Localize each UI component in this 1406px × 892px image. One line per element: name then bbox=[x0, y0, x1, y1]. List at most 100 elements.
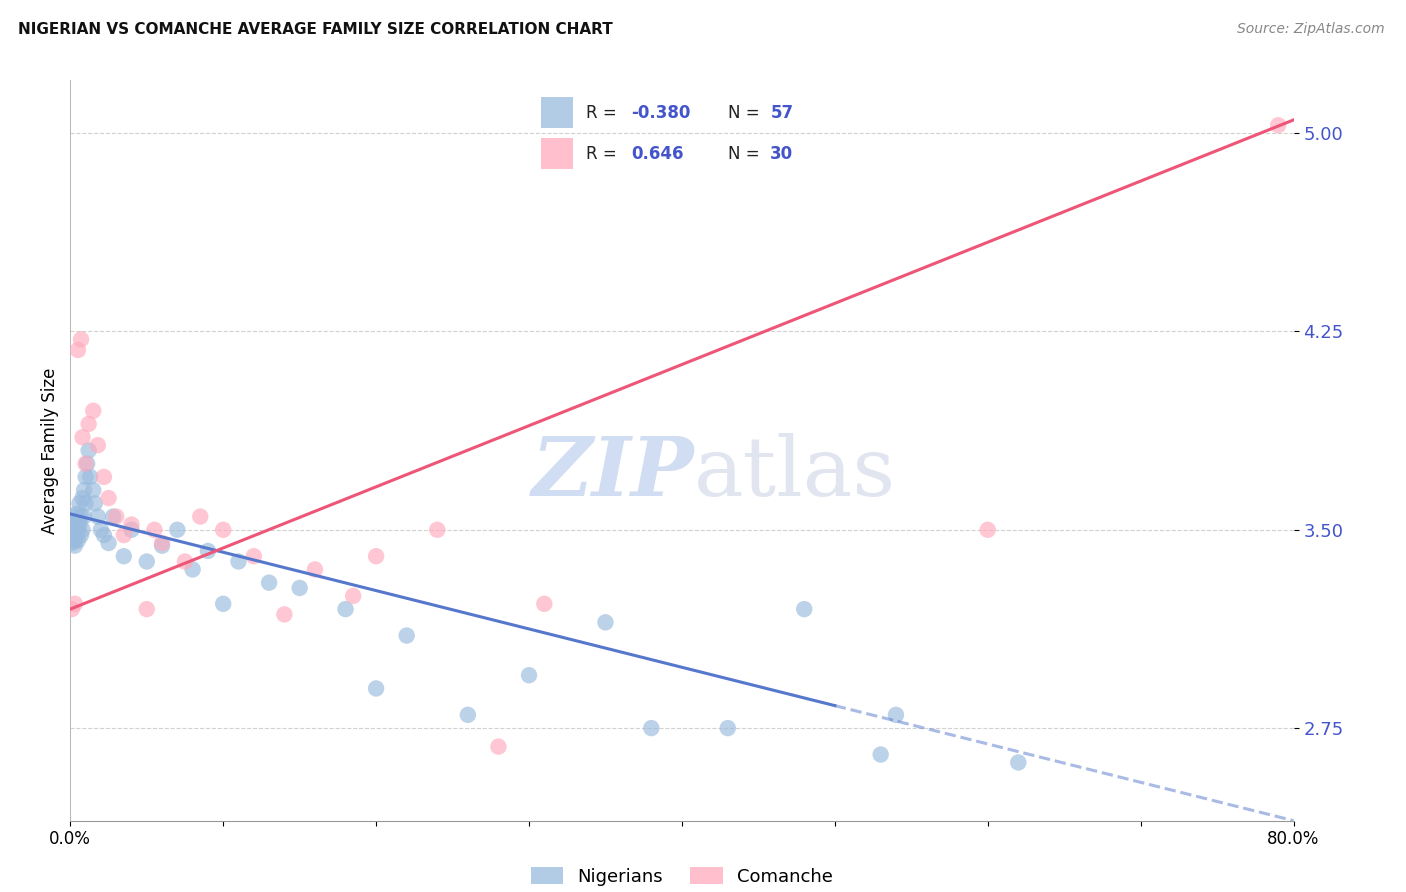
Point bbox=[65, 507, 87, 521]
Point bbox=[70, 333, 93, 347]
Point bbox=[70, 509, 93, 524]
Point bbox=[87, 509, 110, 524]
Point bbox=[73, 483, 96, 497]
Point bbox=[135, 554, 157, 569]
Point bbox=[60, 536, 83, 550]
Point bbox=[869, 747, 891, 762]
FancyBboxPatch shape bbox=[541, 138, 574, 169]
Point bbox=[181, 562, 204, 576]
Y-axis label: Average Family Size: Average Family Size bbox=[41, 368, 59, 533]
Point bbox=[150, 539, 173, 553]
Point bbox=[65, 517, 87, 532]
Text: ZIP: ZIP bbox=[531, 433, 695, 513]
Point bbox=[595, 615, 617, 630]
Point bbox=[63, 539, 86, 553]
Point bbox=[197, 544, 219, 558]
Point bbox=[72, 523, 94, 537]
Point bbox=[112, 549, 135, 564]
Text: R =: R = bbox=[586, 145, 627, 163]
Text: Source: ZipAtlas.com: Source: ZipAtlas.com bbox=[1237, 22, 1385, 37]
Point bbox=[304, 562, 326, 576]
Point bbox=[75, 470, 97, 484]
Text: 57: 57 bbox=[770, 103, 793, 122]
Point bbox=[82, 404, 104, 418]
Point bbox=[87, 438, 110, 452]
Point bbox=[62, 517, 84, 532]
FancyBboxPatch shape bbox=[541, 97, 574, 128]
Point bbox=[212, 597, 235, 611]
Point bbox=[93, 470, 115, 484]
Point bbox=[150, 536, 173, 550]
Point bbox=[121, 523, 143, 537]
Point bbox=[65, 528, 87, 542]
Point bbox=[395, 628, 418, 642]
Text: -0.380: -0.380 bbox=[631, 103, 690, 122]
Point bbox=[121, 517, 143, 532]
Point bbox=[63, 523, 86, 537]
Text: NIGERIAN VS COMANCHE AVERAGE FAMILY SIZE CORRELATION CHART: NIGERIAN VS COMANCHE AVERAGE FAMILY SIZE… bbox=[18, 22, 613, 37]
Point bbox=[105, 509, 128, 524]
Point bbox=[884, 707, 907, 722]
Point bbox=[73, 509, 96, 524]
Point bbox=[66, 512, 89, 526]
Legend: Nigerians, Comanche: Nigerians, Comanche bbox=[523, 860, 841, 892]
Point bbox=[70, 528, 93, 542]
Point bbox=[335, 602, 357, 616]
Point bbox=[60, 523, 83, 537]
Point bbox=[1007, 756, 1029, 770]
Text: 30: 30 bbox=[770, 145, 793, 163]
Point bbox=[366, 549, 388, 564]
Point bbox=[97, 491, 120, 505]
Point bbox=[457, 707, 479, 722]
Point bbox=[62, 509, 84, 524]
Point bbox=[63, 597, 86, 611]
Text: atlas: atlas bbox=[695, 433, 896, 513]
Text: 0.646: 0.646 bbox=[631, 145, 683, 163]
Point bbox=[143, 523, 166, 537]
Point bbox=[166, 523, 188, 537]
Point bbox=[97, 536, 120, 550]
Point bbox=[793, 602, 815, 616]
Text: N =: N = bbox=[728, 103, 765, 122]
Point bbox=[77, 417, 100, 431]
Point bbox=[366, 681, 388, 696]
Point bbox=[66, 533, 89, 548]
Point bbox=[69, 496, 91, 510]
Point bbox=[79, 470, 101, 484]
Point bbox=[75, 457, 97, 471]
Point bbox=[66, 523, 89, 537]
Point bbox=[517, 668, 540, 682]
Point bbox=[212, 523, 235, 537]
Point bbox=[112, 528, 135, 542]
Point bbox=[63, 533, 86, 548]
Point bbox=[273, 607, 295, 622]
Point bbox=[533, 597, 555, 611]
Point bbox=[174, 554, 197, 569]
Point bbox=[1267, 118, 1289, 132]
Point bbox=[717, 721, 740, 735]
Point bbox=[426, 523, 449, 537]
Point bbox=[93, 528, 115, 542]
Point bbox=[69, 517, 91, 532]
Point bbox=[243, 549, 266, 564]
Point bbox=[72, 430, 94, 444]
Point bbox=[188, 509, 211, 524]
Point bbox=[82, 483, 104, 497]
Point bbox=[72, 491, 94, 505]
Point bbox=[90, 523, 112, 537]
Point bbox=[60, 602, 83, 616]
Point bbox=[101, 509, 124, 524]
Point bbox=[77, 443, 100, 458]
Point bbox=[488, 739, 510, 754]
Point bbox=[135, 602, 157, 616]
Point bbox=[66, 343, 89, 357]
Point bbox=[640, 721, 662, 735]
Point bbox=[976, 523, 998, 537]
Point bbox=[342, 589, 364, 603]
Point bbox=[83, 496, 105, 510]
Point bbox=[288, 581, 311, 595]
Point bbox=[62, 528, 84, 542]
Point bbox=[75, 496, 97, 510]
Point bbox=[228, 554, 250, 569]
Text: R =: R = bbox=[586, 103, 621, 122]
